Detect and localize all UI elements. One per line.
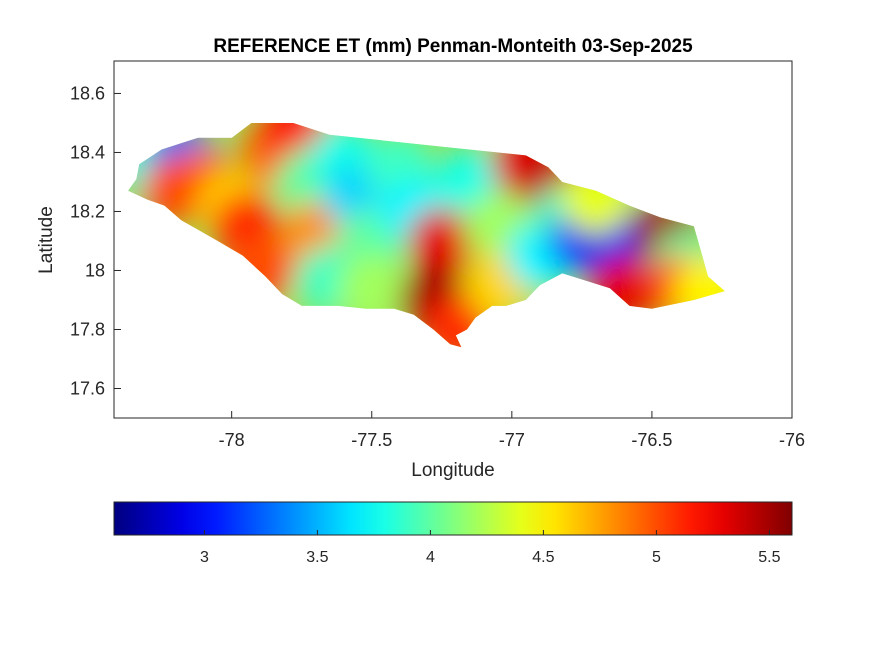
x-axis-ticks: -78 -77.5 -77 -76.5 -76: [219, 411, 805, 450]
colorbar-tick-label: 3.5: [306, 549, 328, 566]
colorbar: [113, 501, 793, 536]
x-tick-label: -76.5: [631, 430, 672, 450]
chart-title: REFERENCE ET (mm) Penman-Monteith 03-Sep…: [213, 36, 693, 57]
y-tick-label: 18.2: [70, 201, 105, 221]
y-tick-label: 18.6: [70, 83, 105, 103]
colorbar-tick-label: 5: [652, 549, 661, 566]
plot-area-box: [113, 60, 793, 419]
colorbar-tick-label: 4.5: [532, 549, 554, 566]
colorbar-tick-label: 5.5: [758, 549, 780, 566]
x-tick-label: -76: [779, 430, 805, 450]
y-axis-label: Latitude: [36, 206, 57, 274]
x-tick-label: -77: [499, 430, 525, 450]
y-tick-label: 18.4: [70, 142, 105, 162]
y-tick-label: 17.8: [70, 319, 105, 339]
colorbar-ticks: 3 3.5 4 4.5 5 5.5: [200, 530, 781, 566]
x-tick-label: -78: [219, 430, 245, 450]
x-tick-label: -77.5: [351, 430, 392, 450]
y-tick-label: 18: [85, 260, 105, 280]
x-axis-label: Longitude: [411, 460, 494, 481]
y-axis-ticks: 17.6 17.8 18 18.2 18.4 18.6: [70, 83, 121, 398]
colorbar-tick-label: 4: [426, 549, 435, 566]
et-value-cell: [337, 254, 406, 323]
et-value-cell: [407, 207, 476, 275]
y-tick-label: 17.6: [70, 378, 105, 398]
colorbar-tick-label: 3: [200, 549, 209, 566]
